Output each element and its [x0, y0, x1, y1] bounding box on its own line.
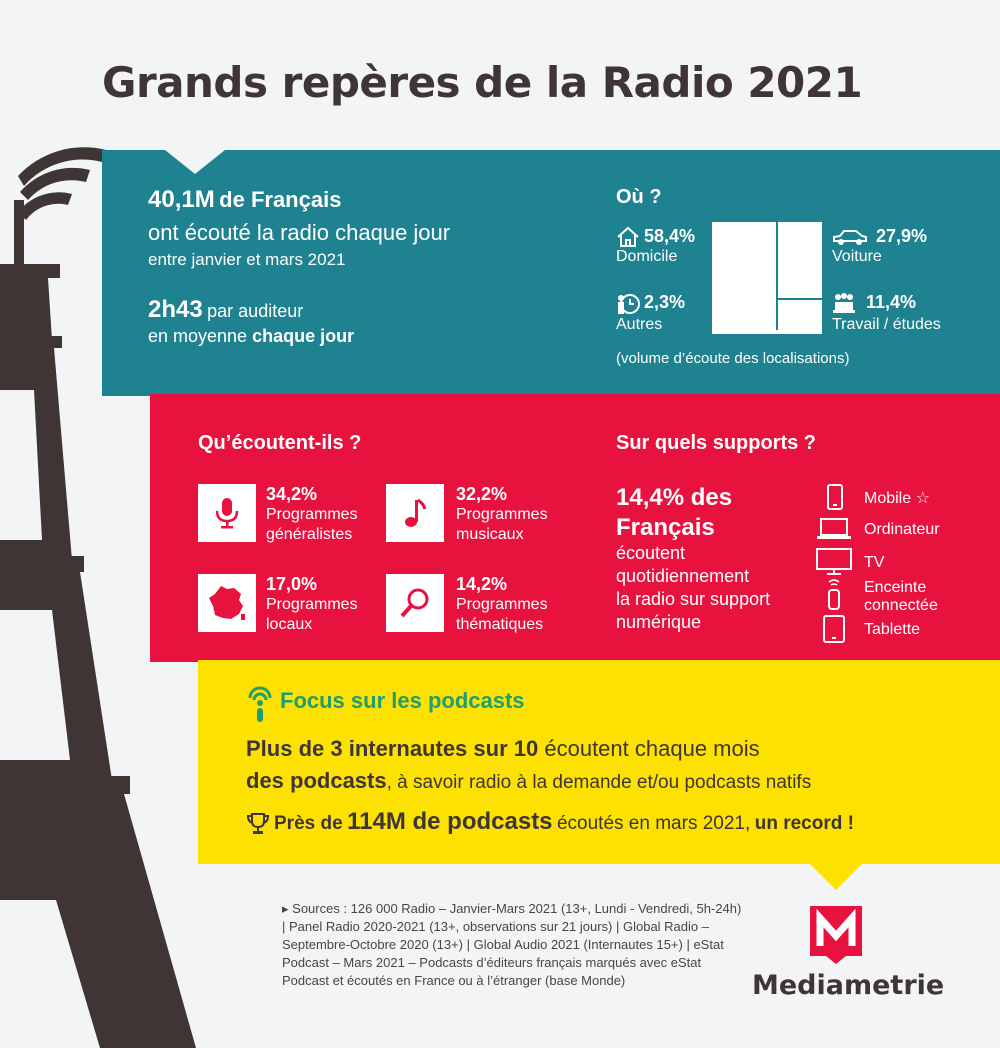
where-label-autres: Autres: [616, 316, 663, 333]
trophy-icon: [246, 813, 270, 834]
laptop-icon: [817, 518, 851, 539]
device-label-tv: TV: [864, 554, 885, 571]
star-icon: ☆: [915, 490, 930, 507]
audience-panel: [102, 150, 1000, 396]
treemap-autres: [712, 330, 822, 334]
bullet-arrow-icon: ▸: [282, 901, 289, 916]
podcasts-panel: [198, 660, 1000, 864]
supports-desc2: quotidiennement: [616, 566, 750, 586]
podcasts-l2-bold: des podcasts: [246, 768, 387, 793]
tablet-icon: [823, 615, 845, 643]
listening-panel: [150, 394, 1000, 662]
device-label-ordinateur: Ordinateur: [864, 521, 940, 538]
supports-desc1: écoutent: [616, 543, 686, 563]
treemap-voiture: [778, 222, 822, 298]
podcasts-l2-rest: , à savoir radio à la demande et/ou podc…: [386, 772, 812, 793]
speech-arrow: [808, 862, 864, 890]
podcasts-l3-end: un record !: [754, 813, 854, 834]
audience-stat: 40,1M: [148, 186, 215, 213]
audience-line3: entre janvier et mars 2021: [148, 250, 346, 269]
what-value-locaux: 17,0%: [266, 574, 318, 594]
music-note-icon: [386, 484, 444, 542]
what-value-musicaux: 32,2%: [456, 484, 508, 504]
podcasts-l3-a: Près de: [274, 813, 343, 834]
where-value-travail: 11,4%: [866, 292, 917, 312]
audience-stat-suffix: de Français: [219, 187, 342, 212]
where-heading: Où ?: [616, 186, 662, 208]
mediametrie-logo-icon: [810, 906, 862, 964]
what-line1-locaux: Programmes: [266, 596, 358, 613]
treemap-travail: [778, 300, 822, 330]
where-label-travail: Travail / études: [832, 316, 941, 333]
where-treemap: [712, 222, 822, 334]
brand-name: Mediametrie: [752, 970, 945, 1001]
supports-stat: 14,4% des: [616, 484, 733, 511]
what-line1-generalistes: Programmes: [266, 506, 358, 523]
what-line2-locaux: locaux: [266, 616, 313, 633]
treemap-domicile: [712, 222, 776, 330]
smartphone-icon: [827, 484, 843, 510]
car-icon: [833, 230, 867, 245]
what-line1-musicaux: Programmes: [456, 506, 548, 523]
sources-block: ▸ Sources : 126 000 Radio – Janvier-Mars…: [282, 900, 742, 990]
speech-notch: [165, 150, 225, 174]
podcasts-l1-bold: Plus de 3 internautes sur 10: [246, 736, 539, 761]
avg-bold: chaque jour: [252, 326, 355, 346]
audience-line2: ont écouté la radio chaque jour: [148, 220, 451, 245]
where-value-domicile: 58,4%: [644, 226, 696, 246]
podcasts-l1-rest: écoutent chaque mois: [544, 736, 760, 761]
france-map-icon: [198, 574, 256, 632]
duration-stat: 2h43: [148, 296, 203, 323]
where-value-voiture: 27,9%: [876, 226, 928, 246]
what-line2-generalistes: généralistes: [266, 526, 353, 543]
sources-text: Sources : 126 000 Radio – Janvier-Mars 2…: [282, 901, 742, 988]
microphone-icon: [198, 484, 256, 542]
what-line1-thematiques: Programmes: [456, 596, 548, 613]
what-value-thematiques: 14,2%: [456, 574, 508, 594]
where-footnote: (volume d’écoute des localisations): [616, 350, 850, 367]
device-label-mobile: Mobile: [864, 490, 912, 507]
duration-suffix: par auditeur: [207, 301, 304, 321]
podcast-icon: [248, 686, 272, 722]
podcasts-l3-rest: écoutés en mars 2021,: [556, 813, 751, 834]
tv-icon: [816, 548, 852, 575]
podcasts-heading: Focus sur les podcasts: [280, 688, 525, 713]
avg-prefix: en moyenne: [148, 326, 248, 346]
supports-desc3: la radio sur support: [616, 589, 771, 609]
what-value-generalistes: 34,2%: [266, 484, 318, 504]
person-clock-icon: [618, 294, 640, 314]
device-label-enceinte: Enceinte: [864, 579, 927, 596]
what-heading: Qu’écoutent-ils ?: [198, 432, 362, 454]
podcasts-l3-bold: 114M de podcasts: [347, 808, 553, 835]
supports-desc4: numérique: [616, 612, 702, 632]
magnifier-icon: [386, 574, 444, 632]
what-line2-thematiques: thématiques: [456, 616, 544, 633]
group-icon: [833, 293, 855, 313]
device-label-tablette: Tablette: [864, 621, 921, 638]
where-value-autres: 2,3%: [644, 292, 686, 312]
what-line2-musicaux: musicaux: [456, 526, 524, 543]
where-label-domicile: Domicile: [616, 248, 678, 265]
supports-stat-line2: Français: [616, 514, 715, 541]
device-label-connectee: connectée: [864, 597, 938, 614]
where-label-voiture: Voiture: [832, 248, 882, 265]
house-icon: [617, 226, 639, 247]
page-title: Grands repères de la Radio 2021: [102, 58, 863, 107]
supports-heading: Sur quels supports ?: [616, 432, 817, 454]
eiffel-tower-illustration: [0, 147, 196, 1048]
smart-speaker-icon: [828, 579, 840, 610]
